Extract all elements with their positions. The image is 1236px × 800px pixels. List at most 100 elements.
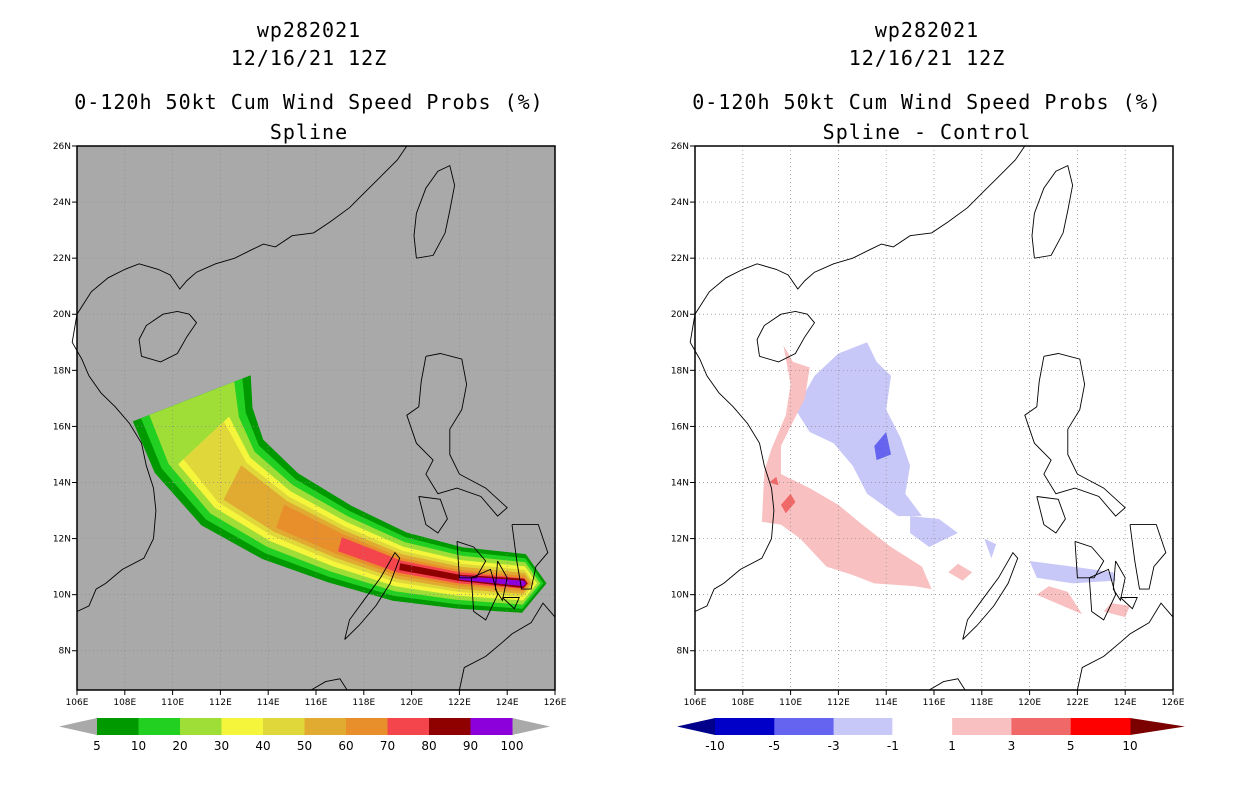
x-tick-label: 118E: [970, 698, 993, 708]
colorbar-left-arrow: [59, 718, 97, 735]
contour-level-3: [149, 381, 541, 605]
x-tick-label: 124E: [1114, 698, 1137, 708]
colorbar-label: 60: [338, 739, 353, 753]
colorbar-swatch: [715, 718, 775, 735]
colorbar-swatch: [180, 718, 222, 735]
colorbar-label: 50: [297, 739, 312, 753]
colorbar-label: 100: [501, 739, 524, 753]
probability-contours: [132, 375, 547, 613]
colorbar-swatch: [774, 718, 835, 735]
x-tick-label: 122E: [1066, 698, 1089, 708]
contour-level-8: [338, 537, 528, 589]
colorbar-label: -5: [768, 739, 780, 753]
colorbar-swatch: [263, 718, 305, 735]
x-tick-label: 108E: [731, 698, 754, 708]
positive-area: [761, 345, 932, 590]
positive-area: [948, 563, 973, 581]
coastline: [1120, 597, 1138, 610]
positive-core: [769, 476, 779, 486]
coastlines: [689, 145, 1174, 691]
y-tick-label: 14N: [53, 478, 71, 488]
x-tick-label: 114E: [257, 698, 280, 708]
y-tick-label: 10N: [671, 591, 689, 601]
coastline: [413, 164, 456, 259]
colorbar: -10 -5 -3 -1 1 3 5 10: [677, 717, 1185, 753]
x-tick-label: 120E: [400, 698, 423, 708]
colorbar-label: -10: [705, 739, 725, 753]
x-tick-label: 122E: [448, 698, 471, 708]
y-tick-label: 22N: [671, 254, 689, 264]
x-tick-label: 106E: [684, 698, 707, 708]
colorbar-label: 10: [131, 739, 146, 753]
coastline: [344, 551, 401, 640]
x-tick-label: 126E: [544, 698, 567, 708]
negative-area: [795, 342, 922, 517]
x-tick-label: 112E: [209, 698, 232, 708]
coastline: [406, 353, 508, 517]
x-tick-label: 116E: [923, 698, 946, 708]
colorbar-label: 90: [463, 739, 478, 753]
product-title: 0-120h 50kt Cum Wind Speed Probs (%): [692, 90, 1162, 114]
colorbar: 5 10 20 30 40 50 60 70 80 90 100: [59, 718, 550, 753]
colorbar-label: 80: [421, 739, 436, 753]
colorbar-swatch: [1070, 718, 1131, 735]
coastline: [470, 568, 499, 621]
y-tick-label: 24N: [53, 198, 71, 208]
contour-level-10: [459, 576, 527, 587]
date-label: 12/16/21 12Z: [230, 46, 388, 70]
coastline: [689, 145, 1026, 612]
colorbar-right-arrow: [1130, 718, 1185, 735]
x-tick-label: 106E: [66, 698, 89, 708]
coastline: [756, 310, 816, 363]
x-tick-label: 118E: [352, 698, 375, 708]
y-tick-label: 22N: [53, 254, 71, 264]
coastline: [1074, 540, 1105, 579]
y-tick-label: 18N: [53, 366, 71, 376]
coastline: [502, 597, 520, 610]
storm-id: wp282021: [256, 18, 362, 42]
colorbar-swatch: [387, 718, 430, 735]
x-tick-label: 108E: [113, 698, 136, 708]
colorbar-label: 5: [93, 739, 101, 753]
coastline: [456, 540, 487, 579]
positive-core: [781, 493, 796, 514]
colorbar-swatch: [304, 718, 347, 735]
difference-map: 106E 108E 110E 112E 114E 116E 118E 120E 122E 124E…: [671, 142, 1185, 753]
x-tick-label: 126E: [1162, 698, 1185, 708]
colorbar-label: 40: [255, 739, 270, 753]
colorbar-label: 20: [172, 739, 187, 753]
x-tick-label: 110E: [779, 698, 802, 708]
colorbar-swatch: [429, 718, 471, 735]
colorbar-label: 5: [1067, 739, 1075, 753]
coastline: [1088, 568, 1117, 621]
y-tick-label: 16N: [671, 422, 689, 432]
y-tick-label: 14N: [671, 478, 689, 488]
coastline: [1112, 560, 1126, 602]
colorbar-left-arrow: [677, 718, 715, 735]
y-tick-label: 20N: [53, 310, 71, 320]
colorbar-swatch: [1011, 718, 1072, 735]
coastline: [928, 678, 966, 691]
coastline: [1031, 164, 1074, 259]
right-panel: wp282021 12/16/21 12Z 0-120h 50kt Cum Wi…: [618, 0, 1236, 800]
y-tick-label: 12N: [671, 535, 689, 545]
coastline: [1036, 496, 1066, 534]
negative-area: [984, 538, 997, 559]
coastline: [1076, 602, 1174, 691]
colorbar-swatch: [892, 717, 954, 736]
coastline: [1129, 524, 1167, 590]
colorbar-swatch: [833, 718, 894, 735]
coastline: [418, 496, 448, 534]
colorbar-swatch: [952, 718, 1012, 735]
probability-map: 106E 108E 110E 112E 114E 116E 118E 120E 122E 124E…: [53, 142, 567, 753]
colorbar-label: 1: [948, 739, 956, 753]
date-label: 12/16/21 12Z: [848, 46, 1006, 70]
coastline: [1024, 353, 1126, 517]
y-tick-label: 18N: [671, 366, 689, 376]
product-title: 0-120h 50kt Cum Wind Speed Probs (%): [74, 90, 544, 114]
colorbar-label: 10: [1122, 739, 1137, 753]
colorbar-swatch: [97, 718, 139, 735]
x-tick-label: 116E: [305, 698, 328, 708]
y-tick-label: 20N: [671, 310, 689, 320]
coastline: [458, 602, 556, 691]
